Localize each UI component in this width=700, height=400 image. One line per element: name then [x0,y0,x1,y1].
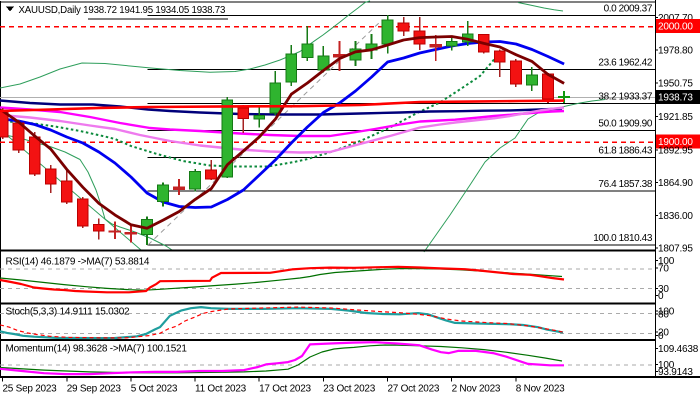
svg-text:2007.70: 2007.70 [658,13,693,24]
svg-text:76.4 1857.38: 76.4 1857.38 [598,179,652,190]
svg-text:100: 100 [658,306,675,317]
svg-text:30: 30 [658,284,669,295]
svg-text:50.0 1909.90: 50.0 1909.90 [598,118,652,129]
svg-text:11 Oct 2023: 11 Oct 2023 [195,384,247,395]
svg-text:100.0 1810.43: 100.0 1810.43 [593,233,653,244]
svg-text:0: 0 [658,331,664,342]
svg-text:1836.00: 1836.00 [658,211,693,222]
svg-text:61.8 1886.43: 61.8 1886.43 [598,145,652,156]
svg-text:1892.95: 1892.95 [658,145,693,156]
svg-text:5 Oct 2023: 5 Oct 2023 [131,384,178,395]
svg-text:1978.80: 1978.80 [658,45,693,56]
svg-text:1950.75: 1950.75 [658,79,693,90]
svg-text:8 Nov 2023: 8 Nov 2023 [516,384,565,395]
svg-text:80: 80 [658,309,669,320]
svg-text:70: 70 [658,264,669,275]
svg-text:109.4638: 109.4638 [658,344,699,355]
svg-text:Stoch(5,3,3) 14.9111 15.0302: Stoch(5,3,3) 14.9111 15.0302 [6,306,131,317]
svg-text:29 Sep 2023: 29 Sep 2023 [67,384,122,395]
svg-text:20: 20 [658,327,669,338]
svg-text:1807.95: 1807.95 [658,244,693,255]
svg-text:1900.00: 1900.00 [658,137,693,148]
svg-text:Momentum(14) 98.3628 ->MA(7): Momentum(14) 98.3628 ->MA(7) 100.1521 [6,343,188,354]
svg-text:17 Oct 2023: 17 Oct 2023 [259,384,311,395]
svg-text:0: 0 [658,291,664,302]
svg-text:38.2 1933.37: 38.2 1933.37 [598,91,652,102]
svg-text:1938.73: 1938.73 [658,93,693,104]
svg-text:25 Sep 2023: 25 Sep 2023 [3,384,58,395]
svg-text:93.9143: 93.9143 [658,367,693,378]
svg-text:23.6 1962.42: 23.6 1962.42 [598,58,652,69]
svg-text:1921.85: 1921.85 [658,112,693,123]
svg-text:1864.90: 1864.90 [658,178,693,189]
svg-text:RSI(14) 46.1879 ->MA(7) 53.88: RSI(14) 46.1879 ->MA(7) 53.8814 [6,257,150,268]
svg-text:0.0 2009.37: 0.0 2009.37 [604,4,653,15]
svg-text:23 Oct 2023: 23 Oct 2023 [323,384,375,395]
svg-text:2000.00: 2000.00 [658,22,693,33]
svg-text:2 Nov 2023: 2 Nov 2023 [452,384,501,395]
svg-text:100: 100 [658,360,675,371]
svg-text:27 Oct 2023: 27 Oct 2023 [388,384,440,395]
svg-text:XAUUSD,Daily 1938.72 1941.95: XAUUSD,Daily 1938.72 1941.95 1934.05 193… [19,5,226,16]
svg-text:100: 100 [658,256,675,267]
